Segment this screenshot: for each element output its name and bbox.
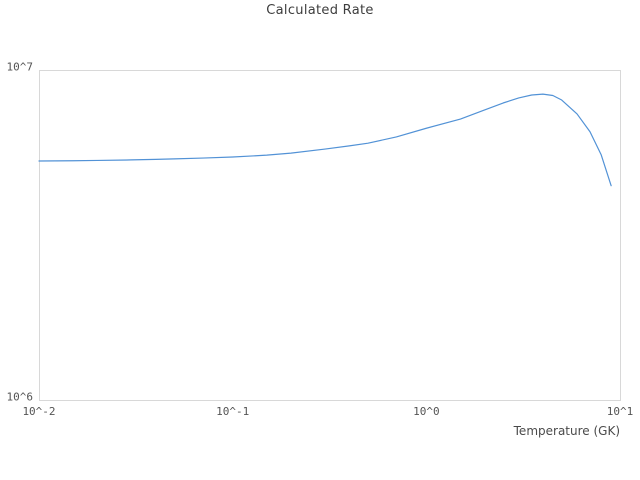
plot-border	[39, 70, 621, 401]
y-tick-label: 10^6	[6, 390, 34, 404]
x-tick-label: 10^-1	[216, 405, 250, 418]
x-tick-label: 10^1	[606, 405, 634, 418]
chart-title: Calculated Rate	[266, 3, 374, 18]
y-tick-label: 10^7	[6, 60, 34, 74]
x-tick-label: 10^-2	[22, 405, 56, 418]
x-axis-label: Temperature (GK)	[513, 424, 620, 438]
x-tick-label: 10^0	[413, 405, 440, 418]
rate-line-series	[38, 93, 612, 187]
